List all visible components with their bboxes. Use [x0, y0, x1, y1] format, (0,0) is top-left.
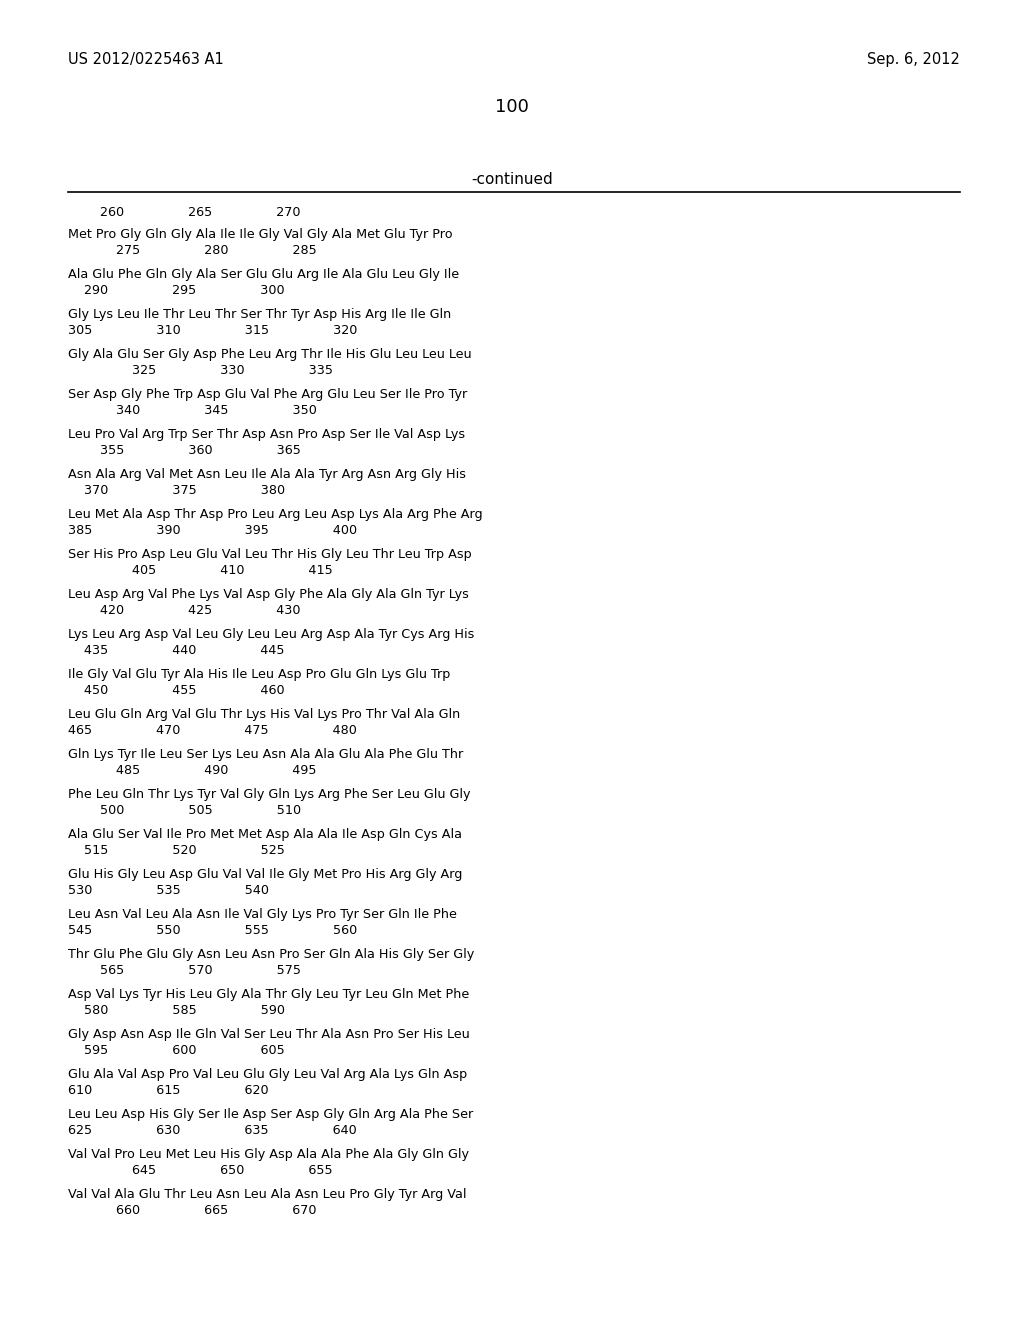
Text: 645                650                655: 645 650 655: [68, 1164, 333, 1177]
Text: -continued: -continued: [471, 172, 553, 187]
Text: Ala Glu Phe Gln Gly Ala Ser Glu Glu Arg Ile Ala Glu Leu Gly Ile: Ala Glu Phe Gln Gly Ala Ser Glu Glu Arg …: [68, 268, 459, 281]
Text: 545                550                555                560: 545 550 555 560: [68, 924, 357, 937]
Text: 625                630                635                640: 625 630 635 640: [68, 1125, 356, 1137]
Text: Asn Ala Arg Val Met Asn Leu Ile Ala Ala Tyr Arg Asn Arg Gly His: Asn Ala Arg Val Met Asn Leu Ile Ala Ala …: [68, 469, 466, 480]
Text: Thr Glu Phe Glu Gly Asn Leu Asn Pro Ser Gln Ala His Gly Ser Gly: Thr Glu Phe Glu Gly Asn Leu Asn Pro Ser …: [68, 948, 474, 961]
Text: Ala Glu Ser Val Ile Pro Met Met Asp Ala Ala Ile Asp Gln Cys Ala: Ala Glu Ser Val Ile Pro Met Met Asp Ala …: [68, 828, 462, 841]
Text: 595                600                605: 595 600 605: [68, 1044, 285, 1057]
Text: 465                470                475                480: 465 470 475 480: [68, 723, 357, 737]
Text: 485                490                495: 485 490 495: [68, 764, 316, 777]
Text: Val Val Pro Leu Met Leu His Gly Asp Ala Ala Phe Ala Gly Gln Gly: Val Val Pro Leu Met Leu His Gly Asp Ala …: [68, 1148, 469, 1162]
Text: 100: 100: [495, 98, 529, 116]
Text: Phe Leu Gln Thr Lys Tyr Val Gly Gln Lys Arg Phe Ser Leu Glu Gly: Phe Leu Gln Thr Lys Tyr Val Gly Gln Lys …: [68, 788, 470, 801]
Text: Leu Leu Asp His Gly Ser Ile Asp Ser Asp Gly Gln Arg Ala Phe Ser: Leu Leu Asp His Gly Ser Ile Asp Ser Asp …: [68, 1107, 473, 1121]
Text: 500                505                510: 500 505 510: [68, 804, 301, 817]
Text: Ile Gly Val Glu Tyr Ala His Ile Leu Asp Pro Glu Gln Lys Glu Trp: Ile Gly Val Glu Tyr Ala His Ile Leu Asp …: [68, 668, 451, 681]
Text: Glu Ala Val Asp Pro Val Leu Glu Gly Leu Val Arg Ala Lys Gln Asp: Glu Ala Val Asp Pro Val Leu Glu Gly Leu …: [68, 1068, 467, 1081]
Text: 275                280                285: 275 280 285: [68, 244, 316, 257]
Text: 660                665                670: 660 665 670: [68, 1204, 316, 1217]
Text: Leu Met Ala Asp Thr Asp Pro Leu Arg Leu Asp Lys Ala Arg Phe Arg: Leu Met Ala Asp Thr Asp Pro Leu Arg Leu …: [68, 508, 482, 521]
Text: 405                410                415: 405 410 415: [68, 564, 333, 577]
Text: 565                570                575: 565 570 575: [68, 964, 301, 977]
Text: 435                440                445: 435 440 445: [68, 644, 285, 657]
Text: 370                375                380: 370 375 380: [68, 484, 285, 498]
Text: 340                345                350: 340 345 350: [68, 404, 316, 417]
Text: 325                330                335: 325 330 335: [68, 364, 333, 378]
Text: Ser His Pro Asp Leu Glu Val Leu Thr His Gly Leu Thr Leu Trp Asp: Ser His Pro Asp Leu Glu Val Leu Thr His …: [68, 548, 472, 561]
Text: 290                295                300: 290 295 300: [68, 284, 285, 297]
Text: Gly Ala Glu Ser Gly Asp Phe Leu Arg Thr Ile His Glu Leu Leu Leu: Gly Ala Glu Ser Gly Asp Phe Leu Arg Thr …: [68, 348, 472, 360]
Text: Sep. 6, 2012: Sep. 6, 2012: [867, 51, 961, 67]
Text: 515                520                525: 515 520 525: [68, 843, 285, 857]
Text: 260                265                270: 260 265 270: [68, 206, 300, 219]
Text: Glu His Gly Leu Asp Glu Val Val Ile Gly Met Pro His Arg Gly Arg: Glu His Gly Leu Asp Glu Val Val Ile Gly …: [68, 869, 463, 880]
Text: 305                310                315                320: 305 310 315 320: [68, 323, 357, 337]
Text: Lys Leu Arg Asp Val Leu Gly Leu Leu Arg Asp Ala Tyr Cys Arg His: Lys Leu Arg Asp Val Leu Gly Leu Leu Arg …: [68, 628, 474, 642]
Text: Leu Glu Gln Arg Val Glu Thr Lys His Val Lys Pro Thr Val Ala Gln: Leu Glu Gln Arg Val Glu Thr Lys His Val …: [68, 708, 460, 721]
Text: 530                535                540: 530 535 540: [68, 884, 269, 898]
Text: Val Val Ala Glu Thr Leu Asn Leu Ala Asn Leu Pro Gly Tyr Arg Val: Val Val Ala Glu Thr Leu Asn Leu Ala Asn …: [68, 1188, 467, 1201]
Text: 420                425                430: 420 425 430: [68, 605, 300, 616]
Text: 580                585                590: 580 585 590: [68, 1005, 285, 1016]
Text: Leu Pro Val Arg Trp Ser Thr Asp Asn Pro Asp Ser Ile Val Asp Lys: Leu Pro Val Arg Trp Ser Thr Asp Asn Pro …: [68, 428, 465, 441]
Text: Leu Asn Val Leu Ala Asn Ile Val Gly Lys Pro Tyr Ser Gln Ile Phe: Leu Asn Val Leu Ala Asn Ile Val Gly Lys …: [68, 908, 457, 921]
Text: Leu Asp Arg Val Phe Lys Val Asp Gly Phe Ala Gly Ala Gln Tyr Lys: Leu Asp Arg Val Phe Lys Val Asp Gly Phe …: [68, 587, 469, 601]
Text: 355                360                365: 355 360 365: [68, 444, 301, 457]
Text: 610                615                620: 610 615 620: [68, 1084, 268, 1097]
Text: Gly Asp Asn Asp Ile Gln Val Ser Leu Thr Ala Asn Pro Ser His Leu: Gly Asp Asn Asp Ile Gln Val Ser Leu Thr …: [68, 1028, 470, 1041]
Text: Gly Lys Leu Ile Thr Leu Thr Ser Thr Tyr Asp His Arg Ile Ile Gln: Gly Lys Leu Ile Thr Leu Thr Ser Thr Tyr …: [68, 308, 452, 321]
Text: 385                390                395                400: 385 390 395 400: [68, 524, 357, 537]
Text: Gln Lys Tyr Ile Leu Ser Lys Leu Asn Ala Ala Glu Ala Phe Glu Thr: Gln Lys Tyr Ile Leu Ser Lys Leu Asn Ala …: [68, 748, 463, 762]
Text: Met Pro Gly Gln Gly Ala Ile Ile Gly Val Gly Ala Met Glu Tyr Pro: Met Pro Gly Gln Gly Ala Ile Ile Gly Val …: [68, 228, 453, 242]
Text: 450                455                460: 450 455 460: [68, 684, 285, 697]
Text: Ser Asp Gly Phe Trp Asp Glu Val Phe Arg Glu Leu Ser Ile Pro Tyr: Ser Asp Gly Phe Trp Asp Glu Val Phe Arg …: [68, 388, 467, 401]
Text: US 2012/0225463 A1: US 2012/0225463 A1: [68, 51, 224, 67]
Text: Asp Val Lys Tyr His Leu Gly Ala Thr Gly Leu Tyr Leu Gln Met Phe: Asp Val Lys Tyr His Leu Gly Ala Thr Gly …: [68, 987, 469, 1001]
